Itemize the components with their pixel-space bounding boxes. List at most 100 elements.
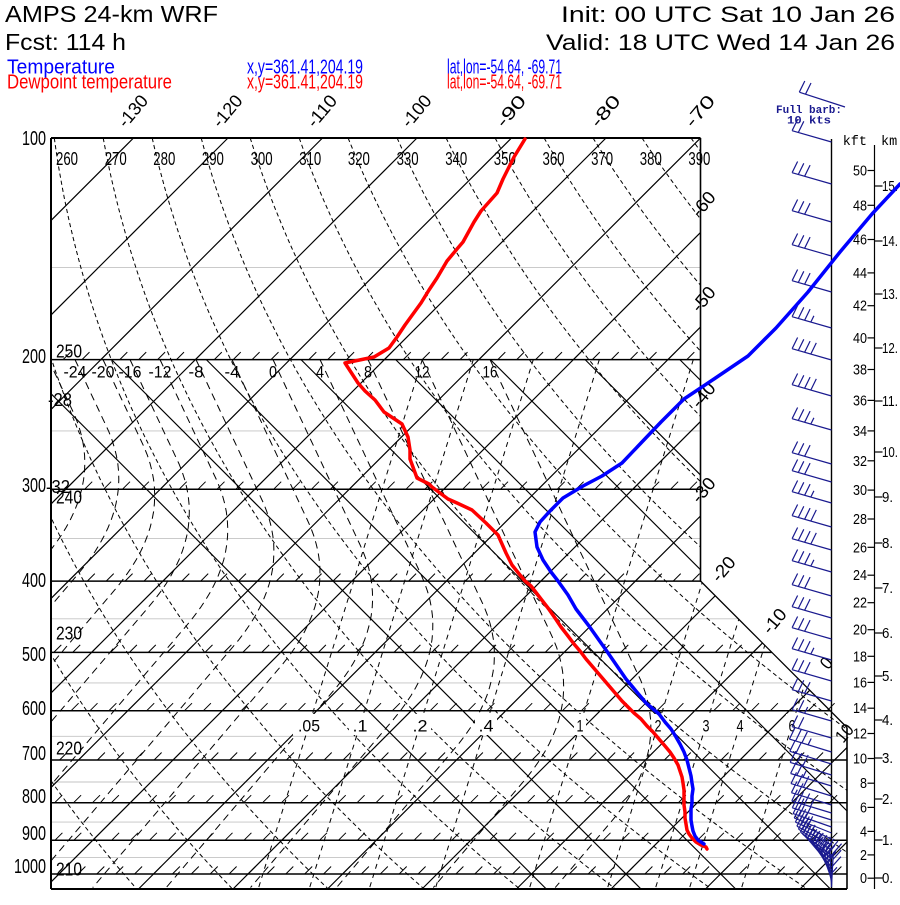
- svg-text:7.: 7.: [882, 581, 893, 597]
- svg-text:-12: -12: [149, 364, 172, 382]
- svg-text:4.: 4.: [882, 713, 893, 729]
- svg-text:12.: 12.: [882, 341, 898, 357]
- svg-text:.1: .1: [353, 718, 368, 736]
- svg-text:2: 2: [655, 718, 662, 736]
- svg-text:270: 270: [105, 149, 127, 169]
- svg-text:kft: kft: [843, 135, 867, 150]
- svg-text:330: 330: [397, 149, 419, 169]
- svg-text:0.: 0.: [882, 871, 893, 887]
- svg-text:18: 18: [853, 649, 867, 665]
- svg-text:2: 2: [860, 848, 867, 864]
- svg-text:14: 14: [853, 701, 867, 717]
- svg-text:Init: 00 UTC Sat 10 Jan 26: Init: 00 UTC Sat 10 Jan 26: [561, 2, 895, 27]
- svg-text:22: 22: [853, 596, 867, 612]
- svg-text:4: 4: [860, 824, 867, 840]
- svg-text:48: 48: [853, 198, 867, 214]
- svg-text:-20: -20: [92, 364, 115, 382]
- svg-text:.4: .4: [479, 718, 494, 736]
- svg-text:0: 0: [269, 364, 277, 382]
- svg-text:10.: 10.: [882, 445, 898, 461]
- svg-text:-8: -8: [189, 364, 204, 382]
- svg-text:x,y=361.41,204.19: x,y=361.41,204.19: [247, 57, 363, 79]
- svg-text:-16: -16: [119, 364, 142, 382]
- svg-text:Full barb:: Full barb:: [776, 105, 842, 117]
- svg-text:38: 38: [853, 363, 867, 379]
- svg-text:210: 210: [56, 860, 82, 880]
- svg-text:1.: 1.: [882, 833, 893, 849]
- svg-text:lat,lon=-54.64, -69.71: lat,lon=-54.64, -69.71: [447, 57, 562, 79]
- svg-text:lat,lon=-54.64, -69.71: lat,lon=-54.64, -69.71: [447, 72, 562, 94]
- svg-text:6: 6: [860, 800, 867, 816]
- svg-text:km: km: [881, 135, 897, 150]
- svg-text:-4: -4: [225, 364, 240, 382]
- svg-text:4: 4: [737, 718, 744, 736]
- svg-text:24: 24: [853, 568, 867, 584]
- svg-text:Fcst: 114 h: Fcst: 114 h: [5, 29, 126, 55]
- svg-text:32: 32: [853, 454, 867, 470]
- svg-text:700: 700: [22, 743, 46, 765]
- svg-text:800: 800: [22, 786, 46, 808]
- svg-text:40: 40: [853, 331, 867, 347]
- svg-text:-32: -32: [46, 477, 70, 497]
- svg-text:320: 320: [348, 149, 370, 169]
- svg-text:42: 42: [853, 299, 867, 315]
- svg-text:370: 370: [591, 149, 613, 169]
- svg-text:600: 600: [22, 698, 46, 720]
- svg-text:36: 36: [853, 393, 867, 409]
- svg-text:20: 20: [853, 623, 867, 639]
- svg-text:x,y=361.41,204.19: x,y=361.41,204.19: [247, 72, 363, 94]
- svg-text:11.: 11.: [882, 394, 898, 410]
- svg-text:10 kts: 10 kts: [787, 116, 831, 128]
- svg-text:380: 380: [640, 149, 662, 169]
- svg-text:AMPS 24-km WRF: AMPS 24-km WRF: [5, 1, 218, 27]
- svg-text:340: 340: [445, 149, 467, 169]
- svg-text:200: 200: [22, 346, 46, 368]
- svg-text:300: 300: [22, 475, 46, 497]
- svg-text:12: 12: [853, 727, 867, 743]
- svg-text:-24: -24: [64, 364, 87, 382]
- svg-text:Temperature: Temperature: [7, 57, 115, 79]
- svg-text:250: 250: [56, 342, 82, 362]
- svg-text:230: 230: [56, 624, 82, 644]
- svg-text:Valid: 18 UTC Wed 14 Jan 26: Valid: 18 UTC Wed 14 Jan 26: [546, 30, 895, 55]
- svg-text:240: 240: [56, 488, 82, 508]
- svg-text:9.: 9.: [882, 490, 893, 506]
- svg-text:8.: 8.: [882, 536, 893, 552]
- svg-text:1000: 1000: [14, 856, 46, 878]
- svg-text:10: 10: [853, 752, 867, 768]
- svg-text:-28: -28: [48, 390, 72, 410]
- svg-text:.05: .05: [298, 718, 320, 736]
- svg-text:13.: 13.: [882, 287, 898, 303]
- svg-text:12: 12: [415, 364, 430, 382]
- svg-text:3.: 3.: [882, 751, 893, 767]
- svg-text:300: 300: [251, 149, 273, 169]
- svg-text:16: 16: [483, 364, 498, 382]
- svg-text:2.: 2.: [882, 792, 893, 808]
- svg-text:6.: 6.: [882, 626, 893, 642]
- svg-text:.2: .2: [413, 718, 428, 736]
- svg-text:400: 400: [22, 570, 46, 592]
- svg-text:44: 44: [853, 266, 867, 282]
- svg-text:30: 30: [853, 483, 867, 499]
- svg-text:220: 220: [56, 739, 82, 759]
- svg-text:100: 100: [22, 128, 46, 150]
- svg-text:1: 1: [577, 718, 584, 736]
- svg-text:290: 290: [202, 149, 224, 169]
- svg-text:3: 3: [703, 718, 710, 736]
- svg-text:26: 26: [853, 540, 867, 556]
- svg-text:8: 8: [364, 364, 372, 382]
- svg-text:14.: 14.: [882, 234, 898, 250]
- svg-text:900: 900: [22, 823, 46, 845]
- svg-text:4: 4: [316, 364, 324, 382]
- svg-text:0: 0: [860, 871, 867, 887]
- svg-text:8: 8: [860, 776, 867, 792]
- svg-text:390: 390: [688, 149, 710, 169]
- svg-text:28: 28: [853, 512, 867, 528]
- svg-text:16: 16: [853, 675, 867, 691]
- svg-text:46: 46: [853, 233, 867, 249]
- svg-text:360: 360: [543, 149, 565, 169]
- svg-text:500: 500: [22, 644, 46, 666]
- svg-text:310: 310: [299, 149, 321, 169]
- svg-text:260: 260: [56, 149, 78, 169]
- svg-text:5.: 5.: [882, 669, 893, 685]
